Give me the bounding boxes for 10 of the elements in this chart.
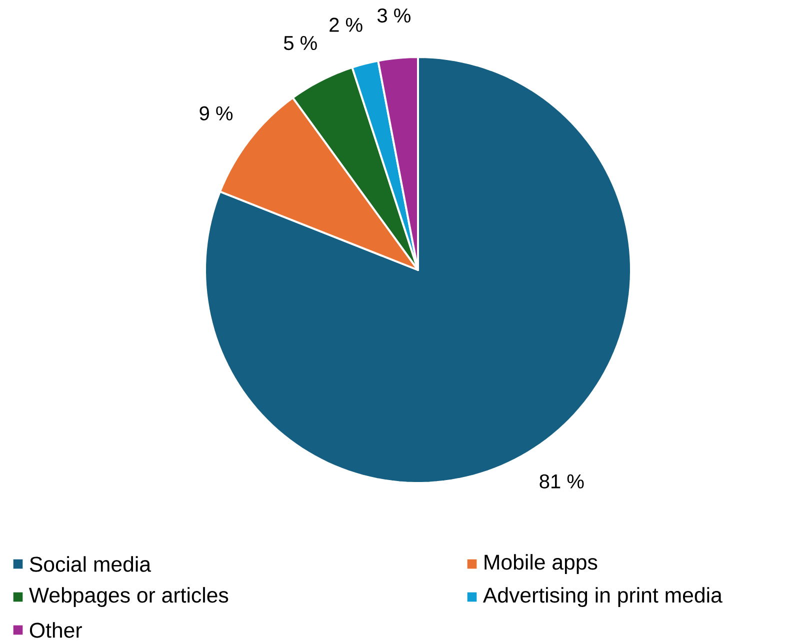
legend-label: Webpages or articles (29, 587, 228, 607)
legend-label: Other (30, 622, 82, 638)
data-label: 3 % (377, 8, 410, 23)
legend-label: Mobile apps (484, 554, 598, 574)
legend-label: Advertising in print media (482, 587, 722, 607)
data-label: 5 % (284, 36, 317, 50)
legend-label: Social media (30, 556, 152, 572)
data-label: 9 % (200, 106, 233, 120)
data-label: 81 % (540, 474, 584, 488)
data-label: 2 % (330, 18, 362, 32)
